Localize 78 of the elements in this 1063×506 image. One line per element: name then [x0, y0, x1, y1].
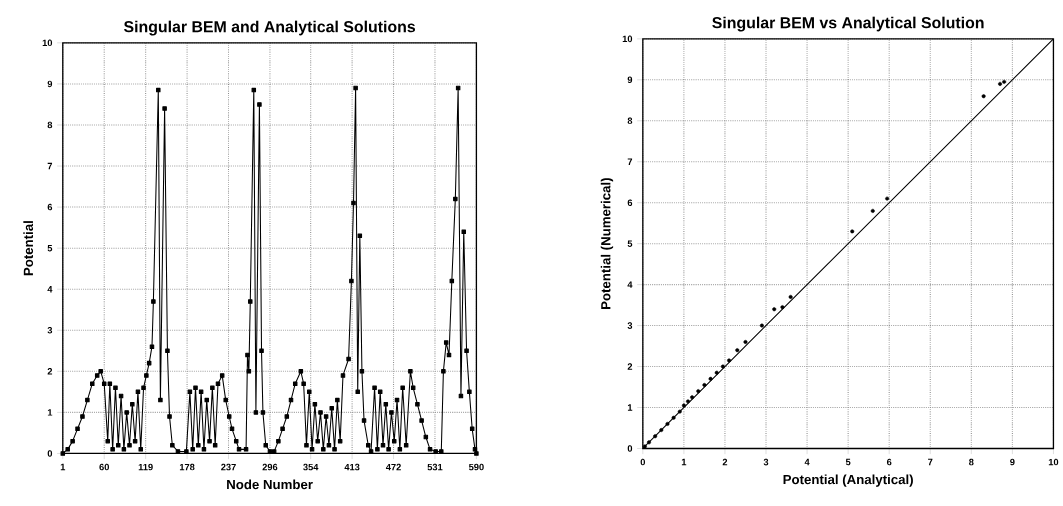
y-tick-label: 10: [622, 35, 633, 42]
x-tick-label: 1: [60, 463, 66, 471]
x-tick-label: 178: [179, 463, 195, 471]
point: [759, 323, 764, 328]
point: [981, 94, 986, 99]
y-tick-label: 9: [47, 80, 53, 88]
point: [788, 294, 793, 299]
x-tick-label: 237: [221, 463, 236, 471]
x-tick-label: 4: [804, 458, 810, 466]
y-tick-label: 0: [47, 450, 53, 457]
point: [743, 339, 748, 344]
y-axis-title: Potential: [23, 221, 34, 276]
y-tick-label: 8: [47, 121, 53, 129]
point: [885, 196, 890, 201]
y-tick-label: 3: [627, 322, 633, 329]
y-tick-label: 5: [47, 244, 53, 252]
y-tick-label: 2: [47, 367, 53, 375]
x-tick-label: 296: [262, 463, 278, 471]
chart-title: Singular BEM and Analytical Solutions: [123, 20, 416, 36]
point: [665, 421, 670, 426]
x-tick-label: 60: [99, 463, 109, 471]
y-tick-label: 8: [627, 117, 633, 124]
x-tick-label: 7: [928, 458, 933, 466]
point: [772, 307, 777, 312]
x-tick-label: 119: [138, 463, 153, 471]
y-tick-label: 6: [627, 199, 633, 206]
x-tick-label: 472: [385, 463, 401, 471]
point: [653, 434, 658, 439]
point: [850, 229, 855, 234]
y-tick-label: 10: [42, 39, 53, 46]
point: [702, 382, 707, 387]
point: [727, 358, 732, 363]
x-tick-label: 2: [722, 458, 728, 466]
x-tick-label: 3: [763, 458, 769, 466]
x-tick-label: 8: [969, 458, 974, 466]
x-tick-label: 10: [1048, 458, 1059, 466]
y-tick-label: 4: [47, 285, 53, 293]
point: [780, 305, 785, 310]
point: [735, 348, 740, 353]
y-tick-label: 5: [627, 240, 633, 247]
x-tick-label: 413: [344, 463, 360, 471]
point: [696, 389, 701, 393]
x-axis-title: Potential (Analytical): [783, 474, 913, 487]
point: [677, 409, 682, 414]
x-tick-label: 354: [303, 463, 319, 471]
point: [714, 370, 719, 375]
point: [686, 399, 690, 404]
y-tick-label: 7: [47, 162, 53, 170]
x-axis-title: Node Number: [227, 479, 313, 490]
x-tick-label: 5: [845, 458, 851, 466]
point: [642, 444, 647, 449]
y-tick-label: 2: [627, 363, 633, 370]
y-tick-label: 7: [627, 158, 633, 165]
x-tick-label: 590: [468, 463, 484, 471]
y-axis-title: Potential (Numerical): [600, 177, 614, 309]
y-tick-label: 3: [47, 326, 53, 334]
point: [720, 364, 725, 369]
point: [998, 81, 1003, 86]
point: [659, 427, 664, 432]
point: [1002, 79, 1007, 84]
y-tick-label: 9: [627, 76, 633, 83]
y-tick-label: 1: [627, 404, 633, 411]
x-tick-label: 6: [886, 458, 892, 466]
x-tick-label: 0: [640, 458, 646, 466]
x-tick-label: 9: [1010, 458, 1015, 466]
y-tick-label: 0: [627, 445, 633, 452]
x-tick-label: 531: [427, 463, 443, 471]
point: [671, 415, 676, 420]
point: [708, 376, 713, 381]
point: [681, 403, 686, 408]
y-tick-label: 1: [47, 409, 53, 416]
point: [647, 440, 651, 445]
point: [870, 208, 875, 213]
y-tick-label: 6: [47, 203, 53, 211]
point: [690, 395, 695, 400]
x-tick-label: 1: [681, 458, 687, 466]
chart-title: Singular BEM vs Analytical Solution: [712, 16, 984, 32]
y-tick-label: 4: [627, 281, 633, 288]
